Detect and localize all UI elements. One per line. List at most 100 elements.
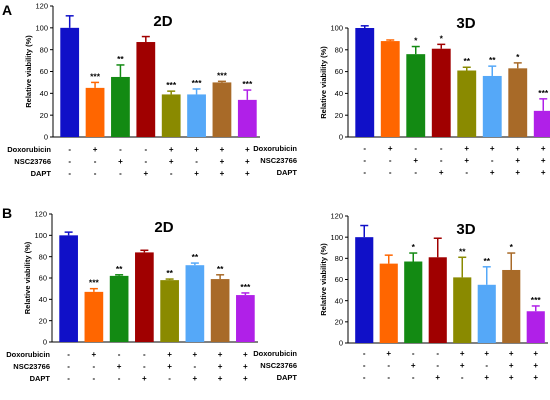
chart-4-ytick-label-4: 80 [335,254,343,263]
chart-1-bar-8 [237,99,257,137]
chart-1-ytick-label-1: 20 [40,111,48,120]
chart-2-bar-4 [431,48,451,137]
chart-3-condition-sign-2-6: - [194,362,197,371]
chart-2-condition-sign-1-3: - [414,144,417,153]
chart-3-condition-sign-3-7: + [218,374,223,383]
chart-2-ytick-label-5: 100 [330,24,343,33]
chart-4-condition-sign-3-8: + [533,373,538,382]
chart-1-ytick-label-0: 0 [44,133,48,142]
chart-2-bar-5 [457,70,477,137]
chart-4-condition-sign-2-4: - [436,361,439,370]
chart-3-ytick-label-1: 20 [39,316,47,325]
chart-2-condition-sign-2-7: + [515,156,520,165]
chart-4-condition-sign-1-8: + [533,349,538,358]
chart-4-ytick-label-2: 40 [335,296,343,305]
chart-4-condition-sign-1-7: + [509,349,514,358]
chart-1-condition-sign-2-2: - [94,157,97,166]
chart-1-condition-sign-3-2: - [94,169,97,178]
chart-1-condition-sign-2-8: + [245,157,250,166]
chart-2-condition-sign-3-5: - [465,168,468,177]
chart-4-ytick-label-1: 20 [335,317,343,326]
chart-4-condition-sign-1-5: + [460,349,465,358]
chart-4-condition-sign-1-1: - [363,349,366,358]
chart-2-condition-sign-3-1: - [363,168,366,177]
chart-4-title: 3D [456,221,475,238]
chart-2-bar-2 [380,41,400,137]
chart-4-bar-7 [502,269,521,343]
chart-2-condition-sign-3-3: - [414,168,417,177]
chart-4-significance-3: * [412,242,416,252]
chart-4-condition-sign-3-7: + [509,373,514,382]
chart-3-condition-label-2: NSC23766 [13,362,50,371]
chart-3-ytick-label-2: 40 [39,295,47,304]
chart-1-condition-sign-2-3: + [118,157,123,166]
chart-3-condition-sign-2-7: + [218,362,223,371]
chart-4-condition-sign-1-3: - [412,349,415,358]
chart-2-ytick-label-1: 20 [335,111,343,120]
chart-2-bar-3 [406,54,426,137]
chart-1-ytick-label-4: 80 [40,45,48,54]
chart-3-ylabel: Relative viability (%) [23,241,32,314]
chart-1-condition-sign-1-6: + [194,145,199,154]
chart-4-condition-sign-1-6: + [484,349,489,358]
chart-3-ytick-label-5: 100 [34,231,47,240]
chart-4-bar-1 [355,237,374,343]
chart-3-condition-sign-2-8: + [243,362,248,371]
chart-3-condition-sign-1-3: - [118,350,121,359]
chart-4-bar-2 [379,263,398,343]
chart-1-condition-sign-2-4: - [144,157,147,166]
chart-4-significance-7: * [510,242,514,252]
chart-1-condition-sign-1-7: + [220,145,225,154]
chart-3-condition-sign-2-5: + [167,362,172,371]
chart-3-condition-sign-1-6: + [193,350,198,359]
chart-4-ylabel: Relative viability (%) [319,243,328,316]
chart-2-condition-sign-2-6: - [491,156,494,165]
chart-1-ytick-label-6: 120 [35,2,48,11]
chart-1-ylabel: Relative viability (%) [24,35,33,108]
chart-2-significance-3: * [414,36,418,46]
chart-2-condition-sign-3-4: + [439,168,444,177]
chart-3-condition-sign-2-3: + [117,362,122,371]
chart-1-title: 2D [153,13,172,30]
chart-2-condition-label-3: DAPT [277,168,298,177]
chart-2-condition-sign-2-4: - [440,156,443,165]
chart-3-bar-3 [109,275,129,342]
chart-3-condition-sign-2-4: - [143,362,146,371]
chart-1-bar-1 [60,27,80,137]
chart-3-condition-label-3: DAPT [30,374,51,383]
chart-2-ytick-label-4: 80 [335,45,343,54]
chart-1-ytick-label-5: 100 [35,23,48,32]
chart-1-ytick-label-2: 40 [40,89,48,98]
chart-3-bar-5 [160,280,179,342]
chart-2-significance-6: ** [489,55,496,65]
chart-1-significance-7: *** [217,70,228,80]
chart-1-condition-sign-2-6: - [195,157,198,166]
chart-3-condition-sign-1-5: + [167,350,172,359]
chart-2-condition-label-1: Doxorubicin [253,144,297,153]
chart-1-condition-sign-1-5: + [169,145,174,154]
chart-4-condition-sign-1-4: - [436,349,439,358]
panel-letter-b: B [2,205,12,221]
chart-2-bar-1 [355,28,375,137]
chart-2-significance-7: * [516,52,520,62]
chart-1-bar-6 [187,94,206,137]
chart-4-significance-5: ** [459,246,466,256]
chart-1-significance-2: *** [90,71,101,81]
chart-1-bar-4 [136,42,156,137]
chart-2-condition-sign-2-3: + [413,156,418,165]
chart-1-bar-3 [111,76,130,137]
chart-2-condition-sign-2-8: + [541,156,546,165]
chart-4-condition-sign-3-4: + [435,373,440,382]
chart-4-condition-label-1: Doxorubicin [253,349,297,358]
chart-4-ytick-label-3: 60 [335,275,343,284]
chart-3-condition-sign-1-8: + [243,350,248,359]
chart-4-condition-sign-2-6: - [485,361,488,370]
panel-letter-a: A [2,2,12,18]
chart-2-ytick-label-2: 40 [335,89,343,98]
chart-4-ytick-label-0: 0 [339,339,343,348]
chart-1-condition-sign-3-5: - [170,169,173,178]
chart-2-ytick-label-0: 0 [339,133,343,142]
chart-2-condition-sign-1-7: + [515,144,520,153]
chart-3-bar-1 [59,235,78,342]
